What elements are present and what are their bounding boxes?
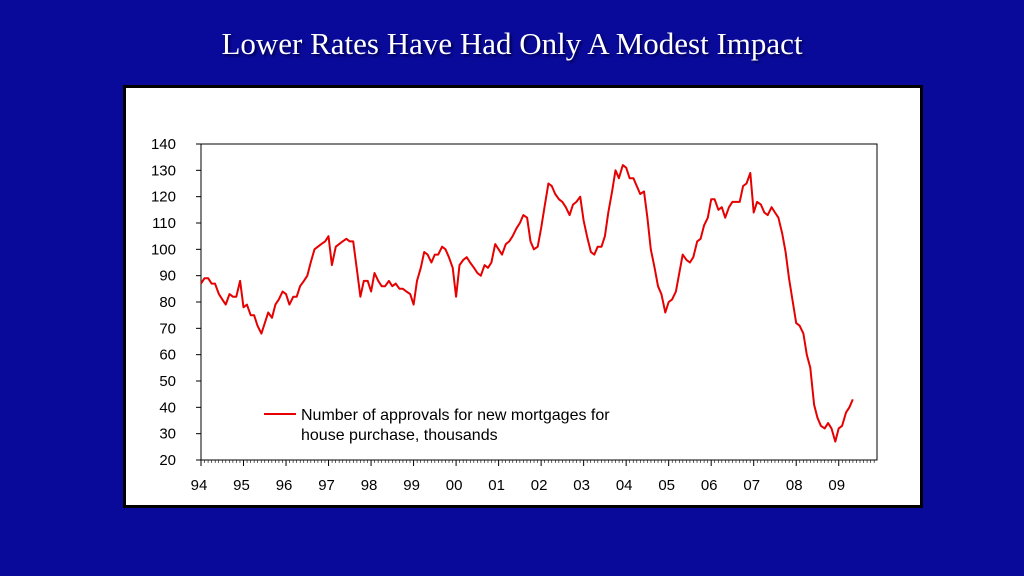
x-tick-label: 96 — [276, 477, 293, 494]
series-line-mortgage-approvals — [200, 164, 854, 443]
y-tick-label: 100 — [151, 241, 176, 258]
slide-title: Lower Rates Have Had Only A Modest Impac… — [221, 26, 803, 61]
y-tick-label: 60 — [159, 347, 176, 364]
x-tick-label: 95 — [233, 477, 250, 494]
y-tick-label: 80 — [159, 294, 176, 311]
x-tick-label: 98 — [361, 477, 378, 494]
y-tick-label: 20 — [159, 452, 176, 469]
y-tick-label: 130 — [151, 162, 176, 179]
x-tick-label: 06 — [701, 477, 718, 494]
x-tick-label: 07 — [743, 477, 760, 494]
x-tick-label: 05 — [658, 477, 675, 494]
y-tick-label: 30 — [159, 426, 176, 443]
legend-label-line-1: Number of approvals for new mortgages fo… — [301, 407, 610, 424]
x-tick-label: 94 — [191, 477, 208, 494]
x-tick-label: 08 — [786, 477, 803, 494]
y-tick-label: 90 — [159, 268, 176, 285]
legend-label-line-2: house purchase, thousands — [301, 427, 498, 444]
y-tick-label: 120 — [151, 189, 176, 206]
y-tick-label: 110 — [152, 215, 176, 232]
x-tick-label: 01 — [488, 477, 505, 494]
x-tick-label: 00 — [446, 477, 463, 494]
x-tick-label: 02 — [531, 477, 548, 494]
x-tick-label: 03 — [573, 477, 590, 494]
x-axis: 94 95 96 97 98 99 00 01 02 03 04 05 06 07 08 09 — [191, 460, 875, 494]
legend: Number of approvals for new mortgages fo… — [264, 407, 610, 444]
x-tick-label: 99 — [403, 477, 420, 494]
x-tick-label: 97 — [318, 477, 335, 494]
y-tick-label: 140 — [151, 136, 176, 153]
x-tick-label: 04 — [616, 477, 633, 494]
chart-panel — [123, 85, 923, 508]
x-tick-label: 09 — [828, 477, 845, 494]
y-tick-label: 70 — [159, 320, 176, 337]
y-axis: 20 30 40 50 60 70 80 90 100 110 120 130 140 — [151, 136, 201, 469]
y-tick-label: 50 — [159, 373, 176, 390]
y-tick-label: 40 — [159, 399, 176, 416]
